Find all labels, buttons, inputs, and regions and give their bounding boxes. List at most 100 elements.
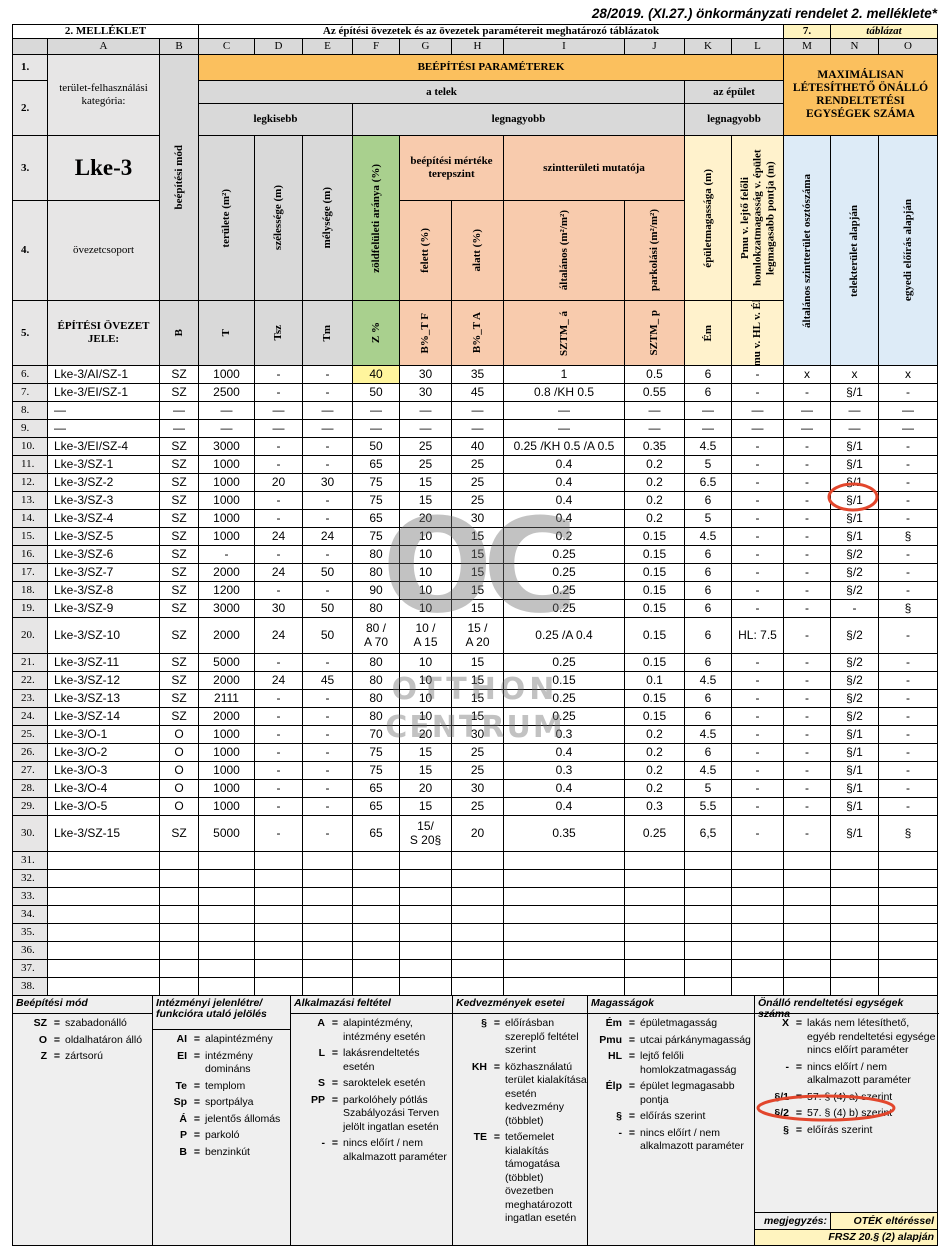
data-cell: - — [731, 365, 784, 384]
data-cell: Lke-3/SZ-3 — [47, 491, 160, 510]
column-header-text: egyedi előírás alapján — [901, 199, 914, 302]
data-cell-text: - — [805, 600, 809, 615]
data-cell: - — [731, 383, 784, 402]
data-cell: 70 — [352, 725, 400, 744]
legend-section: Intézményi jelenlétre/ funkcióra utaló j… — [153, 996, 291, 1245]
data-cell: 24 — [254, 617, 303, 654]
data-cell: - — [731, 509, 784, 528]
legend-item: B = benzinkút — [153, 1146, 290, 1160]
data-cell: 15 / A 20 — [451, 617, 504, 654]
data-cell: - — [731, 581, 784, 600]
data-cell: - — [254, 761, 303, 780]
data-cell-text: Lke-3/SZ-4 — [54, 510, 114, 525]
data-cell-text: §/2 — [846, 627, 863, 642]
data-cell: 30 — [254, 599, 303, 618]
data-cell-text: 1000 — [213, 744, 240, 759]
data-cell: 4.5 — [684, 527, 732, 546]
empty-cell — [878, 959, 938, 978]
data-cell: 20 — [399, 509, 452, 528]
empty-cell — [302, 959, 353, 978]
data-cell: 6 — [684, 581, 732, 600]
data-cell-text: - — [805, 528, 809, 543]
data-cell-text: Lke-3/SZ-12 — [54, 672, 121, 687]
data-cell-text: - — [325, 492, 330, 507]
data-cell: - — [302, 455, 353, 474]
column-letter-text: O — [904, 40, 912, 53]
data-cell-text: — — [272, 402, 285, 417]
zone-group-name: Lke-3 — [47, 135, 160, 201]
data-cell-text: SZ — [171, 384, 187, 399]
data-cell-text: — — [173, 420, 185, 435]
data-cell: 2000 — [198, 671, 255, 690]
data-cell: Lke-3/SZ-6 — [47, 545, 160, 564]
data-cell: - — [783, 527, 831, 546]
data-cell: Lke-3/SZ-2 — [47, 473, 160, 492]
legend-separator: = — [331, 1077, 339, 1089]
row-number-text: 34. — [21, 908, 35, 921]
empty-cell — [830, 959, 879, 978]
plot-header: a telek — [198, 80, 685, 104]
data-cell-text: 0.4 — [555, 744, 573, 759]
data-cell-text: Lke-3/O-5 — [54, 798, 108, 813]
data-cell-text: 15 — [418, 762, 433, 777]
data-cell-text: - — [805, 744, 809, 759]
data-cell-text: 0.2 — [646, 762, 663, 777]
empty-cell — [159, 977, 199, 996]
legend-text: zártsorú — [65, 1050, 103, 1062]
data-cell: 10 — [399, 563, 452, 582]
legal-basis-text: FRSZ 20.§ (2) alapján — [828, 1231, 934, 1244]
data-cell: Lke-3/EI/SZ-1 — [47, 383, 160, 402]
data-cell: 6.5 — [684, 473, 732, 492]
data-cell: 75 — [352, 473, 400, 492]
data-cell: - — [830, 599, 879, 618]
data-cell: - — [731, 437, 784, 456]
data-cell-text: - — [805, 438, 809, 453]
note-label-text: megjegyzés: — [763, 1214, 827, 1227]
empty-cell — [47, 977, 160, 996]
legend-separator: = — [193, 1145, 201, 1158]
legend-section: Kedvezmények esetei § = előírásban szereplő… — [453, 996, 588, 1245]
data-cell: 0.25 — [503, 599, 625, 618]
data-cell: 30 — [451, 779, 504, 798]
data-cell: 0.4 — [503, 455, 625, 474]
data-cell: 75 — [352, 761, 400, 780]
data-cell-text: 0.2 — [646, 726, 663, 741]
legend-code: O — [38, 1033, 47, 1046]
legend-text: épület legmagasabb pontja — [640, 1080, 735, 1106]
empty-cell — [624, 851, 685, 870]
data-cell-text: - — [906, 762, 910, 777]
empty-cell — [254, 887, 303, 906]
data-cell-text: 20 — [418, 780, 433, 795]
legend-text: benzinkút — [205, 1145, 250, 1158]
data-cell-text: 10 — [418, 690, 433, 705]
note: OTÉK eltéréssel — [830, 1212, 938, 1230]
column-code: B%_T F — [399, 300, 452, 366]
data-cell-text: 25 — [470, 474, 485, 489]
data-cell-text: - — [805, 654, 809, 669]
data-cell: — — [352, 401, 400, 420]
data-cell: 30 — [302, 473, 353, 492]
data-cell: Lke-3/O-2 — [47, 743, 160, 762]
data-cell-text: §/1 — [846, 825, 863, 840]
data-cell: 0.3 — [503, 761, 625, 780]
data-cell-text: - — [325, 654, 330, 669]
data-cell: - — [302, 797, 353, 816]
legend-section: Beépítési mód SZ = szabadonálló O = oldalhatár… — [13, 996, 153, 1245]
legend-text: előírásban szereplő feltétel szerint — [505, 1017, 579, 1056]
data-cell: — — [624, 419, 685, 438]
data-cell-text: 80 — [369, 690, 383, 705]
row-number: 16. — [12, 545, 48, 564]
data-cell-text: - — [805, 564, 809, 579]
data-cell-text: - — [755, 582, 760, 597]
data-cell: O — [159, 779, 199, 798]
data-cell: - — [878, 761, 938, 780]
data-cell-text: 0.25 — [552, 564, 576, 579]
data-cell-text: 70 — [369, 726, 383, 741]
legend-separator: = — [193, 1079, 201, 1092]
legend-text: nincs előírt / nem alkalmazott paraméter — [343, 1137, 447, 1163]
data-cell-text: 4.5 — [699, 762, 717, 777]
column-group-header: szintterületi mutatója — [503, 135, 685, 201]
legend-title: Intézményi jelenlétre/ funkcióra utaló j… — [153, 996, 290, 1030]
data-cell: 1000 — [198, 365, 255, 384]
column-header: felett (%) — [399, 200, 452, 301]
